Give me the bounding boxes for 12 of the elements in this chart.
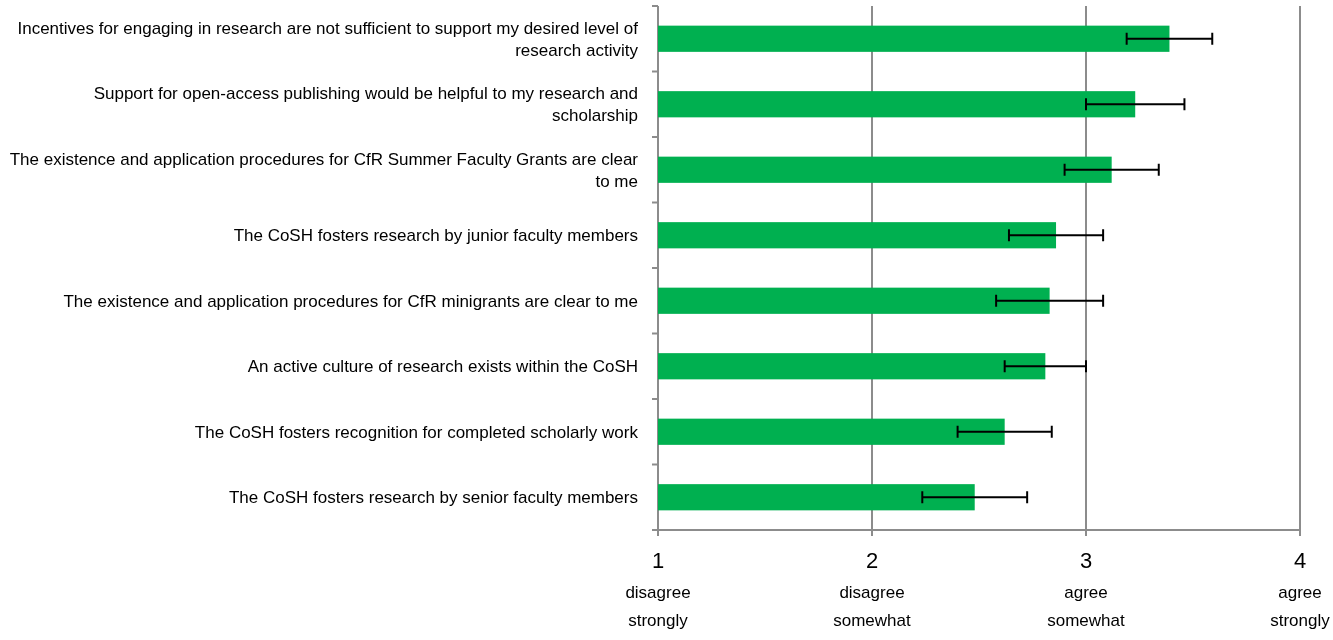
x-tick-label: 2 disagree somewhat (833, 548, 912, 630)
y-tick-label: The existence and application procedures for CfR Summer Faculty Grants are clear to me (9, 149, 639, 191)
y-tick-label: Incentives for engaging in research are not sufficient to support my desired level of research activity (17, 18, 639, 60)
y-tick-label: The CoSH fosters recognition for completed scholarly work (194, 422, 639, 442)
y-tick-label: The CoSH fosters research by senior faculty members (228, 488, 638, 508)
y-tick-label: The existence and application procedures for CfR minigrants are clear to me (63, 291, 638, 311)
y-tick-label: An active culture of research exists within the CoSH (247, 357, 638, 377)
x-tick-label: 1 disagree strongly (625, 548, 691, 630)
x-tick-label: 4 agree strongly (1270, 548, 1331, 630)
x-tick-label: 3 agree somewhat (1047, 548, 1126, 630)
y-tick-label: Support for open-access publishing would be helpful to my research and scholarship (93, 84, 638, 126)
y-tick-label: The CoSH fosters research by junior faculty members (233, 226, 638, 246)
